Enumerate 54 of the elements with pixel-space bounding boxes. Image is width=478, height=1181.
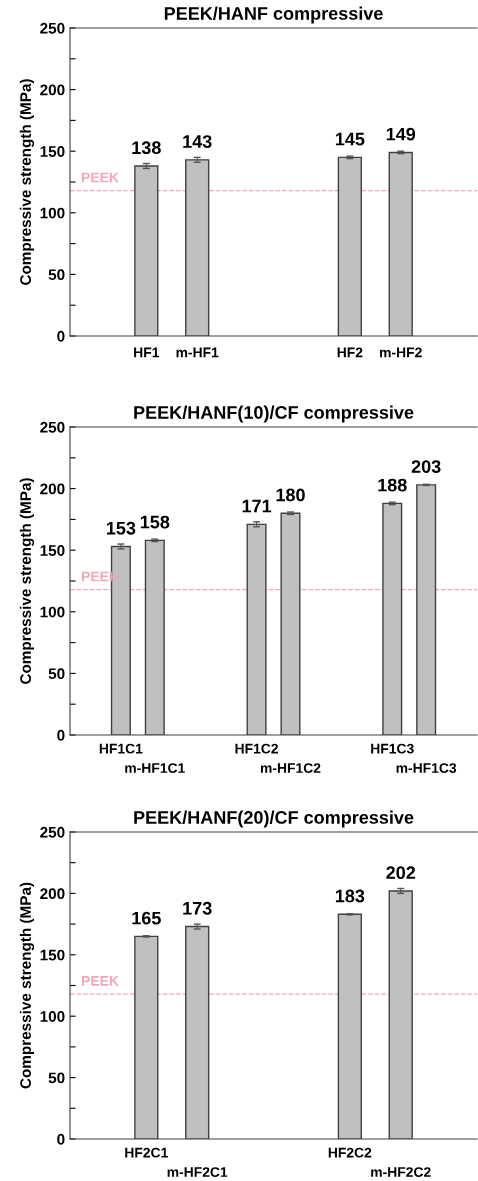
x-tick-label: m-HF2C2 (371, 1167, 431, 1177)
x-tick-label: m-HF1 (176, 347, 219, 358)
x-tick-label: HF1C3 (371, 743, 414, 754)
x-tick-label: HF2C2 (328, 1147, 372, 1158)
y-axis-title: Compressive strength (MPa) (19, 882, 35, 1089)
y-tick-label: 50 (48, 1072, 65, 1084)
y-tick-label: 250 (40, 421, 65, 433)
y-tick-label: 0 (57, 729, 65, 741)
data-label: 202 (386, 866, 416, 880)
y-axis-title: Compressive strength (MPa) (19, 478, 35, 684)
data-label: 138 (132, 141, 161, 155)
y-tick-label: 150 (40, 545, 65, 556)
x-tick-label: m-HF1C2 (260, 763, 321, 773)
chart-title: PEEK/HANF compressive (164, 6, 383, 24)
data-label: 165 (132, 911, 161, 925)
data-label: 180 (276, 488, 305, 502)
chart-title: PEEK/HANF(20)/CF compressive (134, 810, 414, 828)
x-tick-label: HF1 (134, 347, 160, 358)
y-axis-title: Compressive strength (MPa) (19, 79, 35, 285)
y-tick-label: 150 (40, 146, 65, 157)
data-label: 188 (378, 478, 407, 492)
y-tick-label: 100 (40, 1011, 65, 1022)
x-tick-label: HF2 (337, 347, 363, 358)
chart-title: PEEK/HANF(10)/CF compressive (134, 405, 414, 423)
y-tick-label: 150 (40, 949, 65, 961)
x-tick-label: m-HF1C1 (125, 763, 185, 773)
data-label: 158 (140, 515, 170, 529)
data-label: 203 (411, 460, 441, 474)
y-tick-label: 200 (40, 483, 65, 495)
data-label: 153 (106, 521, 136, 535)
y-tick-label: 0 (57, 1133, 65, 1145)
x-tick-label: m-HF2C1 (167, 1167, 228, 1177)
ref-line-label: PEEK (82, 976, 119, 986)
data-label: 183 (335, 889, 365, 903)
data-label: 173 (183, 901, 212, 915)
x-tick-label: HF2C1 (125, 1147, 168, 1158)
x-tick-label: m-HF2 (380, 347, 422, 358)
data-label: 171 (242, 499, 272, 513)
data-label: 145 (335, 132, 365, 146)
y-tick-label: 50 (48, 269, 65, 281)
y-tick-label: 250 (40, 826, 65, 838)
y-tick-label: 200 (40, 84, 65, 96)
x-tick-label: m-HF1C3 (396, 763, 457, 773)
y-tick-label: 50 (48, 668, 65, 680)
ref-line-label: PEEK (82, 172, 119, 183)
y-tick-label: 0 (57, 330, 65, 342)
y-tick-label: 250 (40, 22, 65, 34)
data-label: 143 (183, 135, 212, 148)
y-tick-label: 100 (40, 207, 65, 219)
data-label: 149 (386, 127, 416, 141)
y-tick-label: 200 (40, 888, 65, 900)
y-tick-label: 100 (40, 606, 65, 618)
x-tick-label: HF1C1 (99, 743, 143, 754)
x-tick-label: HF1C2 (235, 743, 278, 754)
